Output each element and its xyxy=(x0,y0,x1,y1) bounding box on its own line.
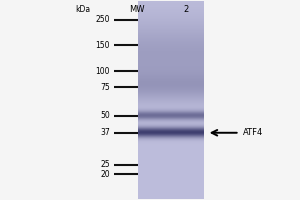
Text: ATF4: ATF4 xyxy=(243,128,263,137)
Text: 250: 250 xyxy=(95,15,110,24)
Text: 150: 150 xyxy=(95,41,110,50)
Text: 100: 100 xyxy=(95,67,110,76)
Text: MW: MW xyxy=(129,5,144,14)
Text: 37: 37 xyxy=(100,128,110,137)
Text: 2: 2 xyxy=(183,5,188,14)
Text: 75: 75 xyxy=(100,83,110,92)
Text: 20: 20 xyxy=(100,170,110,179)
Text: 25: 25 xyxy=(100,160,110,169)
Text: 50: 50 xyxy=(100,111,110,120)
Text: kDa: kDa xyxy=(75,5,90,14)
